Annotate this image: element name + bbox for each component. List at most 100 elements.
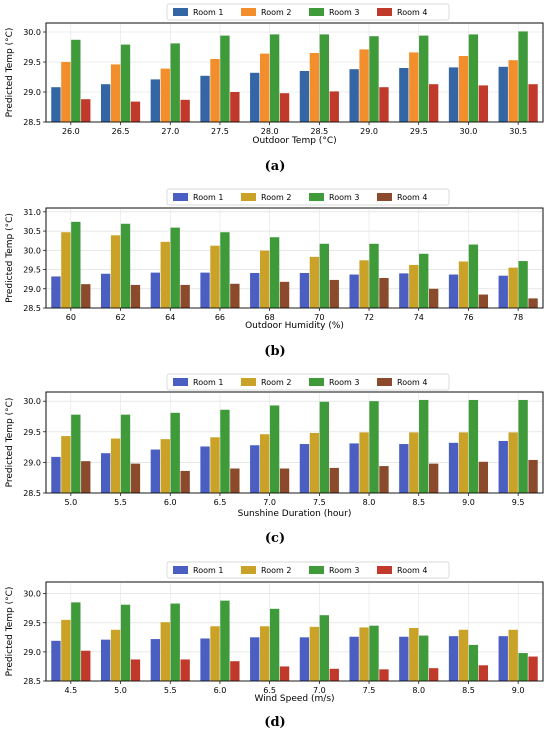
bar-room-1-7.5 [349,636,359,681]
bar-room-3-5.5 [120,414,131,493]
legend-swatch [377,193,392,201]
bar-room-4-5.5 [180,659,190,681]
y-tick-label: 29.5 [23,428,41,437]
bar-room-3-4.5 [71,602,81,681]
bar-room-4-26.5 [130,101,141,122]
bar-room-4-30.0 [478,85,489,122]
bar-room-4-4.5 [81,650,91,681]
bar-room-1-9.5 [498,440,508,493]
bar-room-1-28.5 [299,71,310,122]
bar-room-4-29.5 [428,84,439,122]
y-tick-label: 30.0 [23,397,41,406]
bar-room-2-26.0 [61,62,71,122]
bar-room-1-6.5 [200,446,210,493]
legend-swatch [309,566,324,574]
legend-swatch [309,8,324,16]
legend-label: Room 1 [193,193,223,202]
x-tick-label: 28.5 [310,127,328,136]
bar-room-4-28.5 [329,91,339,122]
bar-room-1-5.0 [100,639,111,681]
bar-room-2-29.0 [359,49,369,122]
x-tick-label: 7.5 [313,498,326,507]
bar-room-3-30.5 [518,31,528,122]
x-tick-label: 26.0 [62,127,80,136]
legend-swatch [173,193,188,201]
plot-frame [45,207,544,309]
bar-room-4-60 [81,284,91,308]
bar-room-3-62 [120,223,131,308]
bar-room-4-66 [230,283,240,308]
bar-room-2-6.5 [210,437,220,493]
bar-room-1-62 [100,273,111,308]
x-tick-label: 8.5 [462,686,475,695]
legend-label: Room 2 [261,378,291,387]
bar-room-1-28.0 [250,72,260,122]
chart-panel-1: 28.5 29.0 29.5 30.0 26.0 26.5 27.0 27.5 28.0 28.5… [5,3,544,174]
bar-room-1-76 [448,274,459,308]
bar-room-3-6.5 [269,608,280,681]
bar-room-2-30.5 [508,60,518,122]
legend-label: Room 2 [261,8,291,17]
legend: Room 1 Room 2 Room 3 Room 4 [166,188,450,206]
x-tick-label: 5.0 [64,498,77,507]
x-tick-label: 62 [115,313,125,322]
bar-room-2-27.5 [210,59,220,122]
bar-room-2-66 [210,245,220,308]
bar-room-4-5.0 [130,659,141,681]
bar-room-4-7.5 [329,467,339,493]
bar-room-4-7.0 [329,668,339,681]
bar-room-3-26.0 [71,39,81,122]
bar-room-2-6.0 [160,439,170,493]
bar-room-2-60 [61,232,71,308]
bar-room-4-7.5 [379,669,389,681]
chart-panel-3: 28.5 29.0 29.5 30.0 5.0 5.5 6.0 6.5 7.0 7.5 8.0 8.5… [5,373,544,546]
bar-room-4-9.0 [528,656,538,681]
y-tick-label: 31.0 [23,208,41,217]
bar-room-3-8.5 [419,399,429,493]
bar-room-3-70 [319,243,329,308]
x-tick-label: 60 [66,313,76,322]
bar-room-1-27.0 [150,79,161,122]
x-tick-label: 6.5 [263,686,276,695]
bar-room-3-5.0 [120,604,131,681]
bar-room-4-62 [130,284,141,308]
y-tick-label: 29.0 [23,648,41,657]
bar-room-2-8.0 [359,432,369,493]
bar-room-3-68 [269,237,280,308]
bar-room-2-7.5 [309,433,320,493]
x-tick-label: 7.5 [363,686,376,695]
bar-room-4-74 [428,288,439,308]
bar-room-3-9.0 [468,399,479,493]
bar-room-4-8.0 [428,668,439,681]
legend-swatch [173,378,188,386]
bar-room-1-8.0 [349,443,359,493]
bar-room-4-6.5 [279,666,290,681]
legend-swatch [241,8,256,16]
x-tick-label: 29.0 [360,127,378,136]
y-tick-label: 28.5 [23,304,41,313]
y-tick-label: 28.5 [23,677,41,686]
legend-swatch [241,378,256,386]
bar-room-3-78 [518,261,528,308]
plot-frame [45,22,544,123]
x-axis-label: Sunshine Duration (hour) [238,509,352,519]
legend-swatch [377,566,392,574]
x-tick-label: 29.5 [410,127,428,136]
bar-room-3-6.0 [170,412,180,493]
bar-room-1-60 [51,276,61,308]
bar-room-1-72 [349,274,359,308]
x-tick-label: 66 [215,313,225,322]
legend-swatch [241,566,256,574]
bar-room-3-7.0 [319,615,329,681]
legend-swatch [377,378,392,386]
bar-room-4-27.5 [230,92,240,122]
bar-room-1-64 [150,272,161,308]
bar-room-4-70 [329,279,339,308]
bar-room-3-60 [71,221,81,308]
bar-room-4-5.0 [81,461,91,493]
x-tick-label: 74 [414,313,424,322]
bar-room-2-6.5 [260,626,270,681]
bar-room-1-5.5 [100,453,111,493]
bar-room-3-28.5 [319,34,329,122]
legend-label: Room 3 [329,193,359,202]
